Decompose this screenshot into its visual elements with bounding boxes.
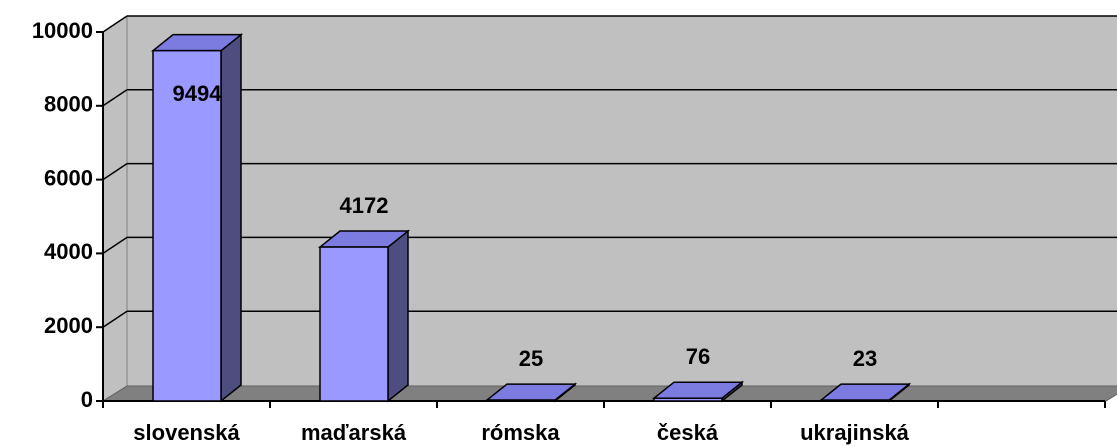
y-tick-label: 10000	[32, 18, 93, 43]
bar	[820, 399, 890, 402]
value-label: 76	[686, 344, 710, 369]
left-wall	[102, 15, 128, 402]
grid-line	[102, 236, 128, 255]
bar	[653, 397, 723, 402]
bar	[486, 399, 556, 402]
bar-side	[387, 229, 409, 403]
y-tick-label: 8000	[44, 92, 93, 117]
bar-side	[220, 33, 242, 403]
floor	[101, 385, 1117, 402]
y-tick-label: 0	[81, 387, 93, 412]
bar	[152, 49, 222, 402]
value-label: 9494	[173, 81, 223, 106]
grid-line	[102, 310, 128, 328]
x-tick-label: slovenská	[133, 420, 240, 445]
x-tick-label: ukrajinská	[800, 420, 910, 445]
value-label: 25	[519, 346, 543, 371]
grid-line	[102, 89, 128, 107]
y-tick-label: 6000	[44, 165, 93, 190]
grid-line	[102, 162, 128, 181]
x-tick-label: maďarská	[301, 420, 407, 445]
value-label: 4172	[340, 193, 389, 218]
value-label: 23	[853, 346, 877, 371]
y-tick-label: 4000	[44, 239, 93, 264]
y-tick-label: 2000	[44, 313, 93, 338]
grid-line	[102, 15, 128, 33]
bar	[319, 246, 389, 402]
x-tick-label: rómska	[481, 420, 560, 445]
back-wall	[126, 15, 1117, 387]
x-tick-label: česká	[657, 420, 719, 445]
